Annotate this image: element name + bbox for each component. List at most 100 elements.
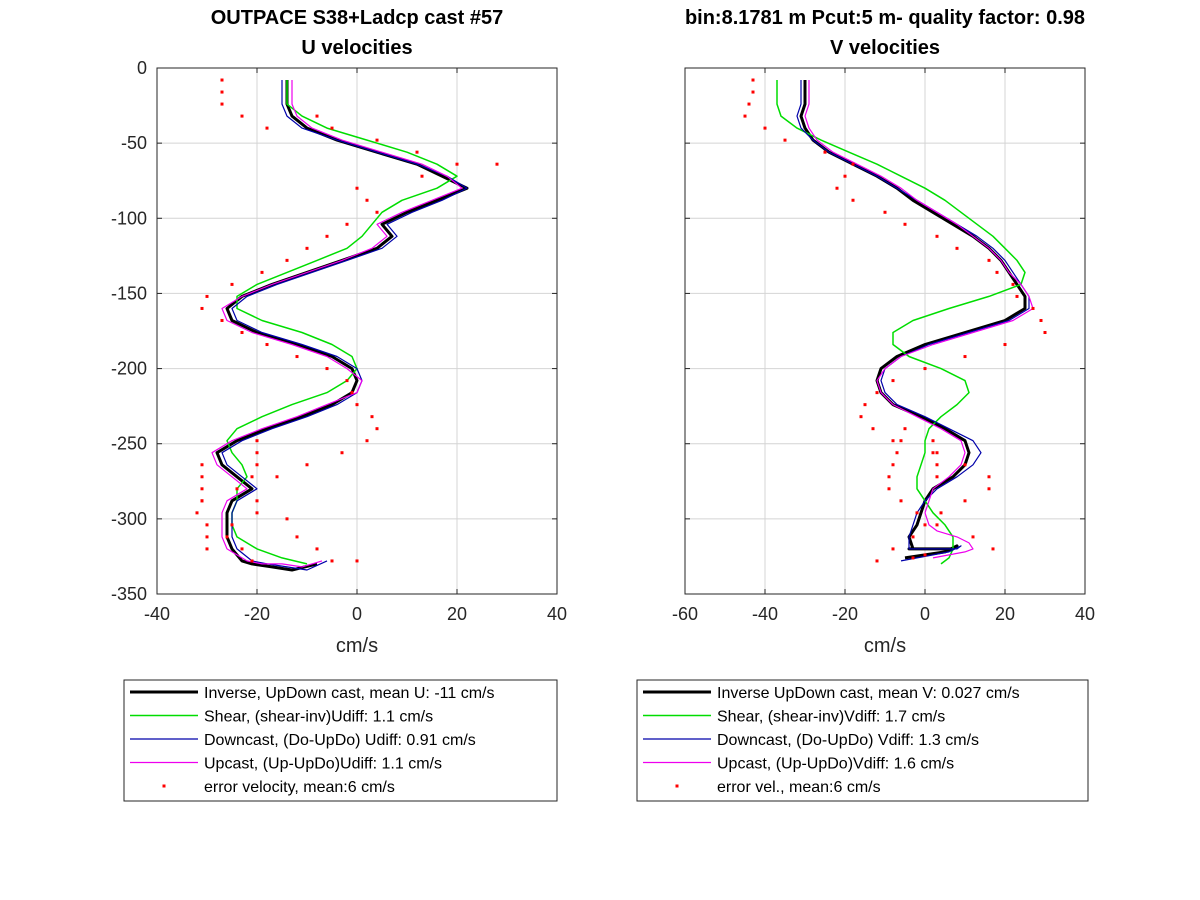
legend-entry: Upcast, (Up-UpDo)Vdiff: 1.6 cm/s	[717, 756, 954, 773]
error-point	[875, 391, 879, 395]
error-point	[751, 90, 755, 94]
series-line-3	[211, 80, 463, 568]
error-point	[891, 463, 895, 467]
error-point	[365, 439, 369, 443]
error-point	[931, 439, 935, 443]
legend-marker	[162, 784, 166, 788]
error-point	[355, 186, 359, 190]
error-point	[835, 186, 839, 190]
error-point	[365, 198, 369, 202]
error-point	[200, 463, 204, 467]
error-point	[963, 463, 967, 467]
y-tick-label: 0	[137, 58, 147, 78]
error-point	[205, 294, 209, 298]
legend-marker	[675, 784, 679, 788]
chart-v-velocities: -60 -40 -20 0 20 40 bin:8.1781 m Pcut:5 m- qua…	[636, 7, 1095, 802]
error-point	[871, 427, 875, 431]
error-point	[891, 379, 895, 383]
y-tick-label: -250	[111, 434, 147, 454]
series-line-0	[215, 80, 469, 572]
error-point	[915, 511, 919, 515]
error-point	[939, 511, 943, 515]
error-point	[225, 535, 229, 539]
legend-entry: error velocity, mean:6 cm/s	[204, 779, 395, 796]
error-point	[255, 511, 259, 515]
error-point	[375, 138, 379, 142]
chart-title: OUTPACE S38+Ladcp cast #57	[211, 7, 504, 29]
error-point	[205, 535, 209, 539]
series-error-markers	[195, 78, 499, 563]
error-point	[1039, 318, 1043, 322]
error-point	[230, 282, 234, 286]
error-point	[899, 439, 903, 443]
y-tick-label: -150	[111, 283, 147, 303]
error-point	[935, 234, 939, 238]
error-point	[195, 511, 199, 515]
error-point	[931, 451, 935, 455]
error-point	[205, 547, 209, 551]
error-point	[887, 475, 891, 479]
series-line-3	[804, 80, 1034, 559]
series-error-markers	[743, 78, 1047, 563]
x-tick-label: 20	[995, 604, 1015, 624]
error-point	[963, 355, 967, 359]
error-point	[330, 126, 334, 130]
chart-subtitle: U velocities	[301, 37, 412, 59]
error-point	[295, 355, 299, 359]
series-line-1	[226, 80, 458, 565]
error-point	[935, 523, 939, 527]
error-point	[911, 535, 915, 539]
error-point	[783, 138, 787, 142]
y-tick-label: -350	[111, 584, 147, 604]
error-point	[911, 556, 915, 560]
error-point	[305, 246, 309, 250]
error-point	[340, 451, 344, 455]
error-point	[851, 162, 855, 166]
error-point	[265, 126, 269, 130]
error-point	[843, 174, 847, 178]
error-point	[285, 258, 289, 262]
error-point	[991, 547, 995, 551]
error-point	[923, 367, 927, 371]
error-point	[851, 198, 855, 202]
series-line-1	[776, 80, 1026, 565]
error-point	[370, 415, 374, 419]
x-axis-label: cm/s	[336, 635, 378, 657]
x-tick-label: 40	[547, 604, 567, 624]
axes-box	[684, 67, 1086, 595]
error-point	[963, 499, 967, 503]
x-tick-label: 20	[447, 604, 467, 624]
plot-area	[685, 68, 1085, 594]
error-point	[955, 246, 959, 250]
error-point	[265, 343, 269, 347]
chart-subtitle: V velocities	[830, 37, 940, 59]
legend: Inverse UpDown cast, mean V: 0.027 cm/s S…	[636, 679, 1089, 802]
error-point	[883, 210, 887, 214]
x-axis-label: cm/s	[864, 635, 906, 657]
legend-entry: Upcast, (Up-UpDo)Udiff: 1.1 cm/s	[204, 756, 442, 773]
legend-entry: Shear, (shear-inv)Udiff: 1.1 cm/s	[204, 709, 433, 726]
error-point	[971, 535, 975, 539]
error-point	[995, 270, 999, 274]
legend: Inverse, UpDown cast, mean U: -11 cm/s Sh…	[123, 679, 558, 802]
error-point	[260, 270, 264, 274]
error-point	[220, 90, 224, 94]
error-point	[355, 559, 359, 563]
error-point	[285, 517, 289, 521]
x-tick-label: -40	[144, 604, 170, 624]
error-point	[205, 523, 209, 527]
y-tick-label: -50	[121, 133, 147, 153]
error-point	[455, 162, 459, 166]
chart-title: bin:8.1781 m Pcut:5 m- quality factor: 0…	[685, 7, 1085, 29]
error-point	[1003, 343, 1007, 347]
error-point	[295, 535, 299, 539]
error-point	[935, 451, 939, 455]
error-point	[923, 523, 927, 527]
error-point	[1015, 294, 1019, 298]
y-tick-label: -200	[111, 359, 147, 379]
error-point	[250, 559, 254, 563]
legend-entry: Shear, (shear-inv)Vdiff: 1.7 cm/s	[717, 709, 945, 726]
error-point	[823, 150, 827, 154]
error-point	[899, 499, 903, 503]
error-point	[325, 234, 329, 238]
